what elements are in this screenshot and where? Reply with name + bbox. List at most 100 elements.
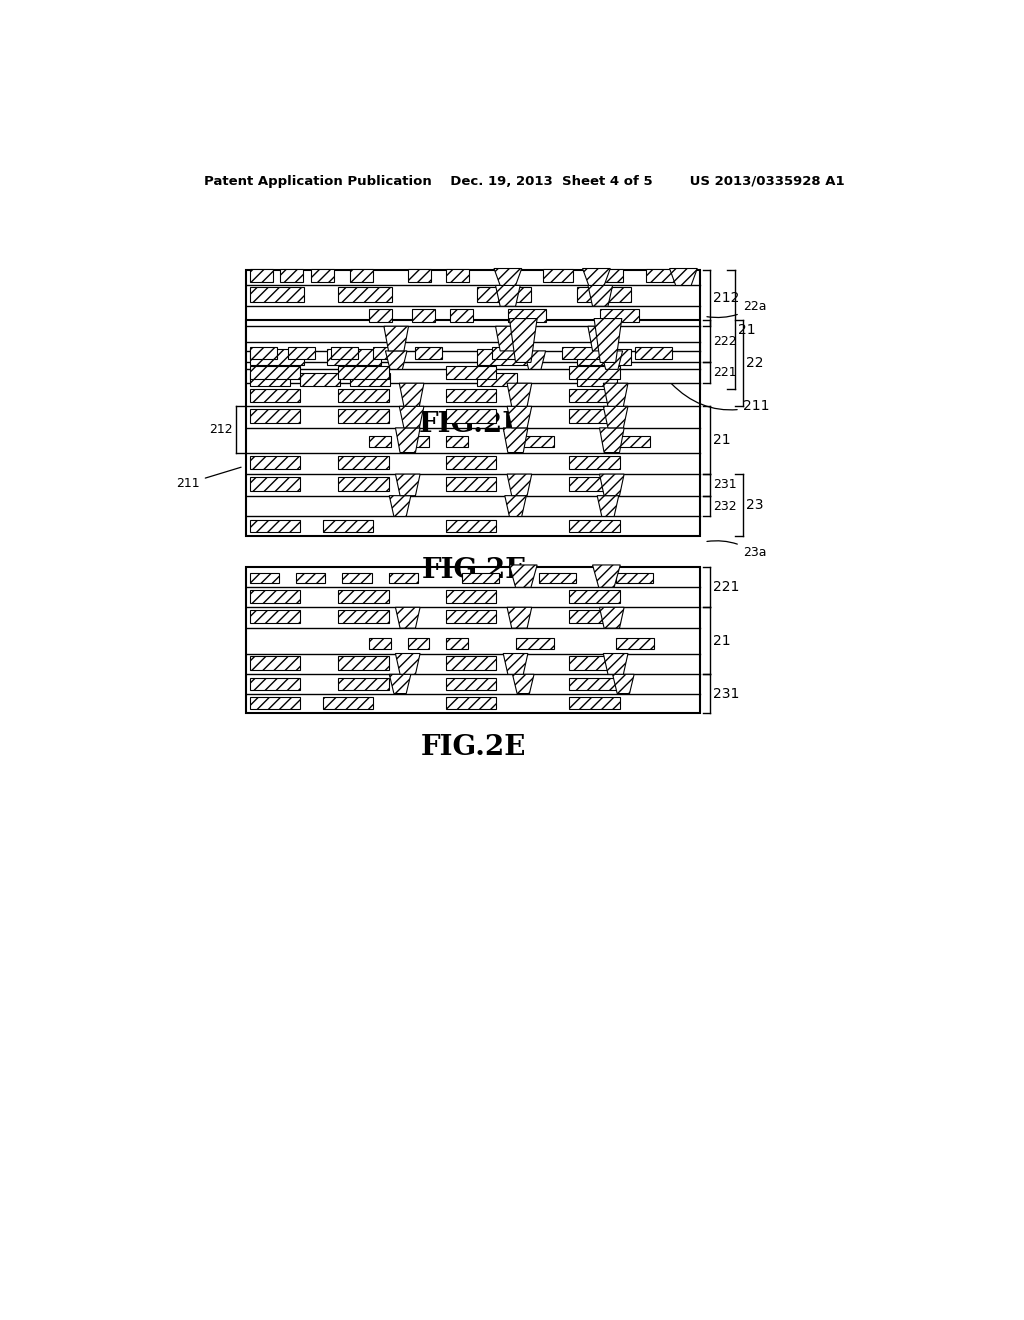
Polygon shape <box>597 496 618 516</box>
Bar <box>250 350 304 364</box>
Bar <box>543 269 573 281</box>
Polygon shape <box>395 653 420 675</box>
Bar <box>569 697 620 709</box>
Polygon shape <box>509 565 538 587</box>
Bar <box>250 697 300 709</box>
Bar <box>569 678 620 689</box>
Text: 21: 21 <box>714 433 731 447</box>
Bar <box>310 269 334 281</box>
Bar <box>446 520 497 532</box>
Bar <box>327 350 381 364</box>
Bar <box>250 366 300 379</box>
Polygon shape <box>395 607 420 628</box>
Bar <box>477 350 531 364</box>
Text: Patent Application Publication    Dec. 19, 2013  Sheet 4 of 5        US 2013/033: Patent Application Publication Dec. 19, … <box>205 176 845 189</box>
Bar <box>446 590 497 603</box>
Polygon shape <box>603 407 628 428</box>
Bar <box>250 409 300 424</box>
Polygon shape <box>588 326 612 351</box>
Bar <box>493 347 529 359</box>
Bar <box>477 286 531 302</box>
Bar <box>339 590 388 603</box>
Text: FIG.2E: FIG.2E <box>421 734 526 762</box>
Bar <box>446 269 469 281</box>
Text: 212: 212 <box>209 422 233 436</box>
Bar <box>578 374 617 385</box>
Polygon shape <box>599 474 625 496</box>
Polygon shape <box>601 351 623 370</box>
Bar <box>250 269 273 281</box>
Polygon shape <box>599 607 625 628</box>
Bar <box>569 409 620 424</box>
Bar <box>339 478 388 491</box>
Bar <box>615 638 654 649</box>
Polygon shape <box>599 428 625 453</box>
Bar <box>569 656 620 669</box>
Bar <box>508 309 547 322</box>
Polygon shape <box>503 653 528 675</box>
Bar <box>408 269 431 281</box>
Text: FIG.2F: FIG.2F <box>421 557 525 585</box>
Bar <box>578 286 631 302</box>
Polygon shape <box>583 268 610 285</box>
Polygon shape <box>395 474 420 496</box>
Bar <box>250 388 300 403</box>
Bar <box>388 573 418 583</box>
Text: 21: 21 <box>738 322 756 337</box>
Bar <box>446 388 497 403</box>
Bar <box>569 520 620 532</box>
Polygon shape <box>507 474 531 496</box>
Bar <box>578 350 631 364</box>
Polygon shape <box>594 318 622 363</box>
Bar <box>515 437 554 447</box>
Bar <box>339 610 388 623</box>
Polygon shape <box>588 285 612 306</box>
Bar <box>250 520 300 532</box>
Bar <box>339 366 388 379</box>
Polygon shape <box>507 607 531 628</box>
Bar <box>289 347 315 359</box>
Bar <box>250 478 300 491</box>
Text: 211: 211 <box>176 467 241 490</box>
Bar <box>339 678 388 689</box>
Bar <box>250 374 290 385</box>
Polygon shape <box>512 675 535 693</box>
Bar <box>339 409 388 424</box>
Bar <box>515 638 554 649</box>
Bar <box>569 478 620 491</box>
Bar <box>296 573 326 583</box>
Bar <box>446 697 497 709</box>
Text: 231: 231 <box>714 686 739 701</box>
Bar <box>611 437 650 447</box>
Bar <box>446 638 468 649</box>
Polygon shape <box>389 496 411 516</box>
Bar <box>373 347 400 359</box>
Bar <box>350 269 373 281</box>
Bar <box>250 455 300 470</box>
Polygon shape <box>385 351 407 370</box>
Bar <box>446 409 497 424</box>
Bar <box>569 388 620 403</box>
Polygon shape <box>593 565 621 587</box>
Text: 231: 231 <box>713 478 736 491</box>
Polygon shape <box>603 653 628 675</box>
Bar <box>339 388 388 403</box>
Bar <box>593 269 624 281</box>
Polygon shape <box>494 268 521 285</box>
Text: 222: 222 <box>713 335 736 347</box>
Bar <box>250 590 300 603</box>
Bar <box>246 321 700 536</box>
Text: FIG.2D: FIG.2D <box>419 411 527 438</box>
Bar <box>446 478 497 491</box>
Bar <box>451 309 473 322</box>
Text: 211: 211 <box>672 384 769 413</box>
Polygon shape <box>384 326 409 351</box>
Bar <box>569 590 620 603</box>
Bar <box>250 678 300 689</box>
Bar <box>323 697 373 709</box>
Polygon shape <box>509 318 538 363</box>
Polygon shape <box>389 675 411 693</box>
Bar <box>446 366 497 379</box>
Bar <box>250 347 276 359</box>
Bar <box>339 286 392 302</box>
